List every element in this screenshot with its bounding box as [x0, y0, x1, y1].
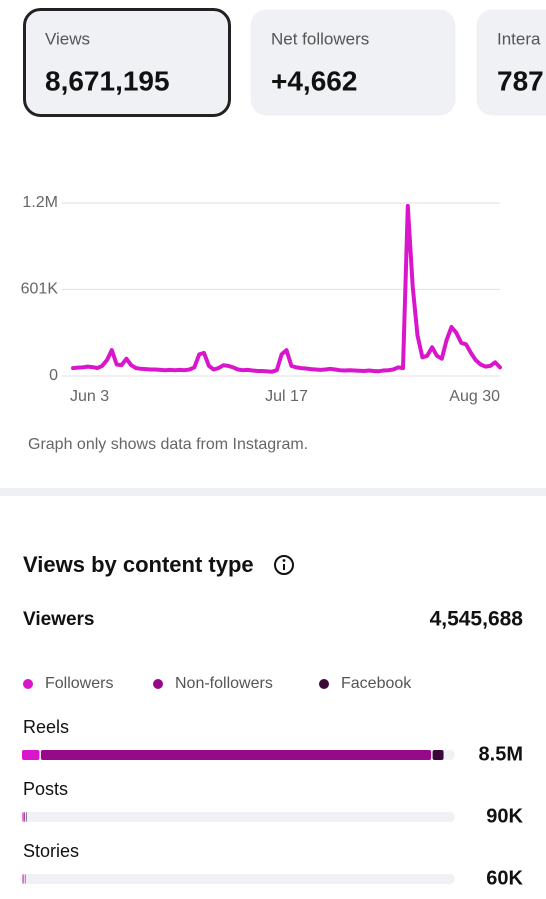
y-tick-label: 601K: [21, 281, 59, 298]
legend-dot: [23, 679, 33, 689]
metric-card[interactable]: [476, 9, 546, 116]
card-label: Net followers: [271, 29, 369, 48]
bar-segment: [22, 874, 23, 884]
bar-segment: [23, 874, 24, 884]
bar-segment: [22, 750, 40, 760]
category-label: Posts: [23, 779, 68, 799]
total-label: 60K: [486, 867, 523, 889]
metric-card[interactable]: [250, 9, 456, 116]
x-tick-label: Jul 17: [265, 388, 308, 405]
card-label: Intera: [497, 29, 541, 48]
total-label: 8.5M: [479, 743, 523, 765]
viewers-label: Viewers: [23, 609, 94, 630]
bar-track: [22, 874, 455, 884]
views-line: [71, 203, 502, 374]
viewers-value: 4,545,688: [430, 608, 524, 631]
y-tick-label: 1.2M: [22, 194, 58, 211]
bar-track: [22, 812, 455, 822]
category-label: Stories: [23, 841, 79, 861]
card-value: 8,671,195: [45, 65, 170, 96]
total-label: 90K: [486, 805, 523, 827]
legend-label: Facebook: [341, 675, 412, 692]
card-label: Views: [45, 29, 90, 48]
bar-segment: [40, 750, 432, 760]
legend-dot: [319, 679, 329, 689]
legend-dot: [153, 679, 163, 689]
category-label: Reels: [23, 717, 69, 737]
y-tick-label: 0: [49, 367, 58, 384]
bar-segment: [432, 750, 444, 760]
card-value: +4,662: [271, 65, 357, 96]
bar-segment: [26, 812, 27, 822]
x-tick-label: Jun 3: [70, 388, 109, 405]
legend-label: Non-followers: [175, 675, 273, 692]
section-title: Views by content type: [23, 552, 254, 577]
legend-label: Followers: [45, 675, 113, 692]
card-value: 787: [497, 65, 544, 96]
bar-segment: [23, 812, 25, 822]
bar-segment: [22, 812, 23, 822]
bar-segment: [24, 874, 26, 884]
note: Graph only shows data from Instagram.: [28, 436, 308, 453]
x-tick-label: Aug 30: [449, 388, 500, 405]
metric-card[interactable]: [23, 8, 231, 117]
info-icon[interactable]: [274, 555, 294, 575]
divider: [0, 488, 546, 496]
